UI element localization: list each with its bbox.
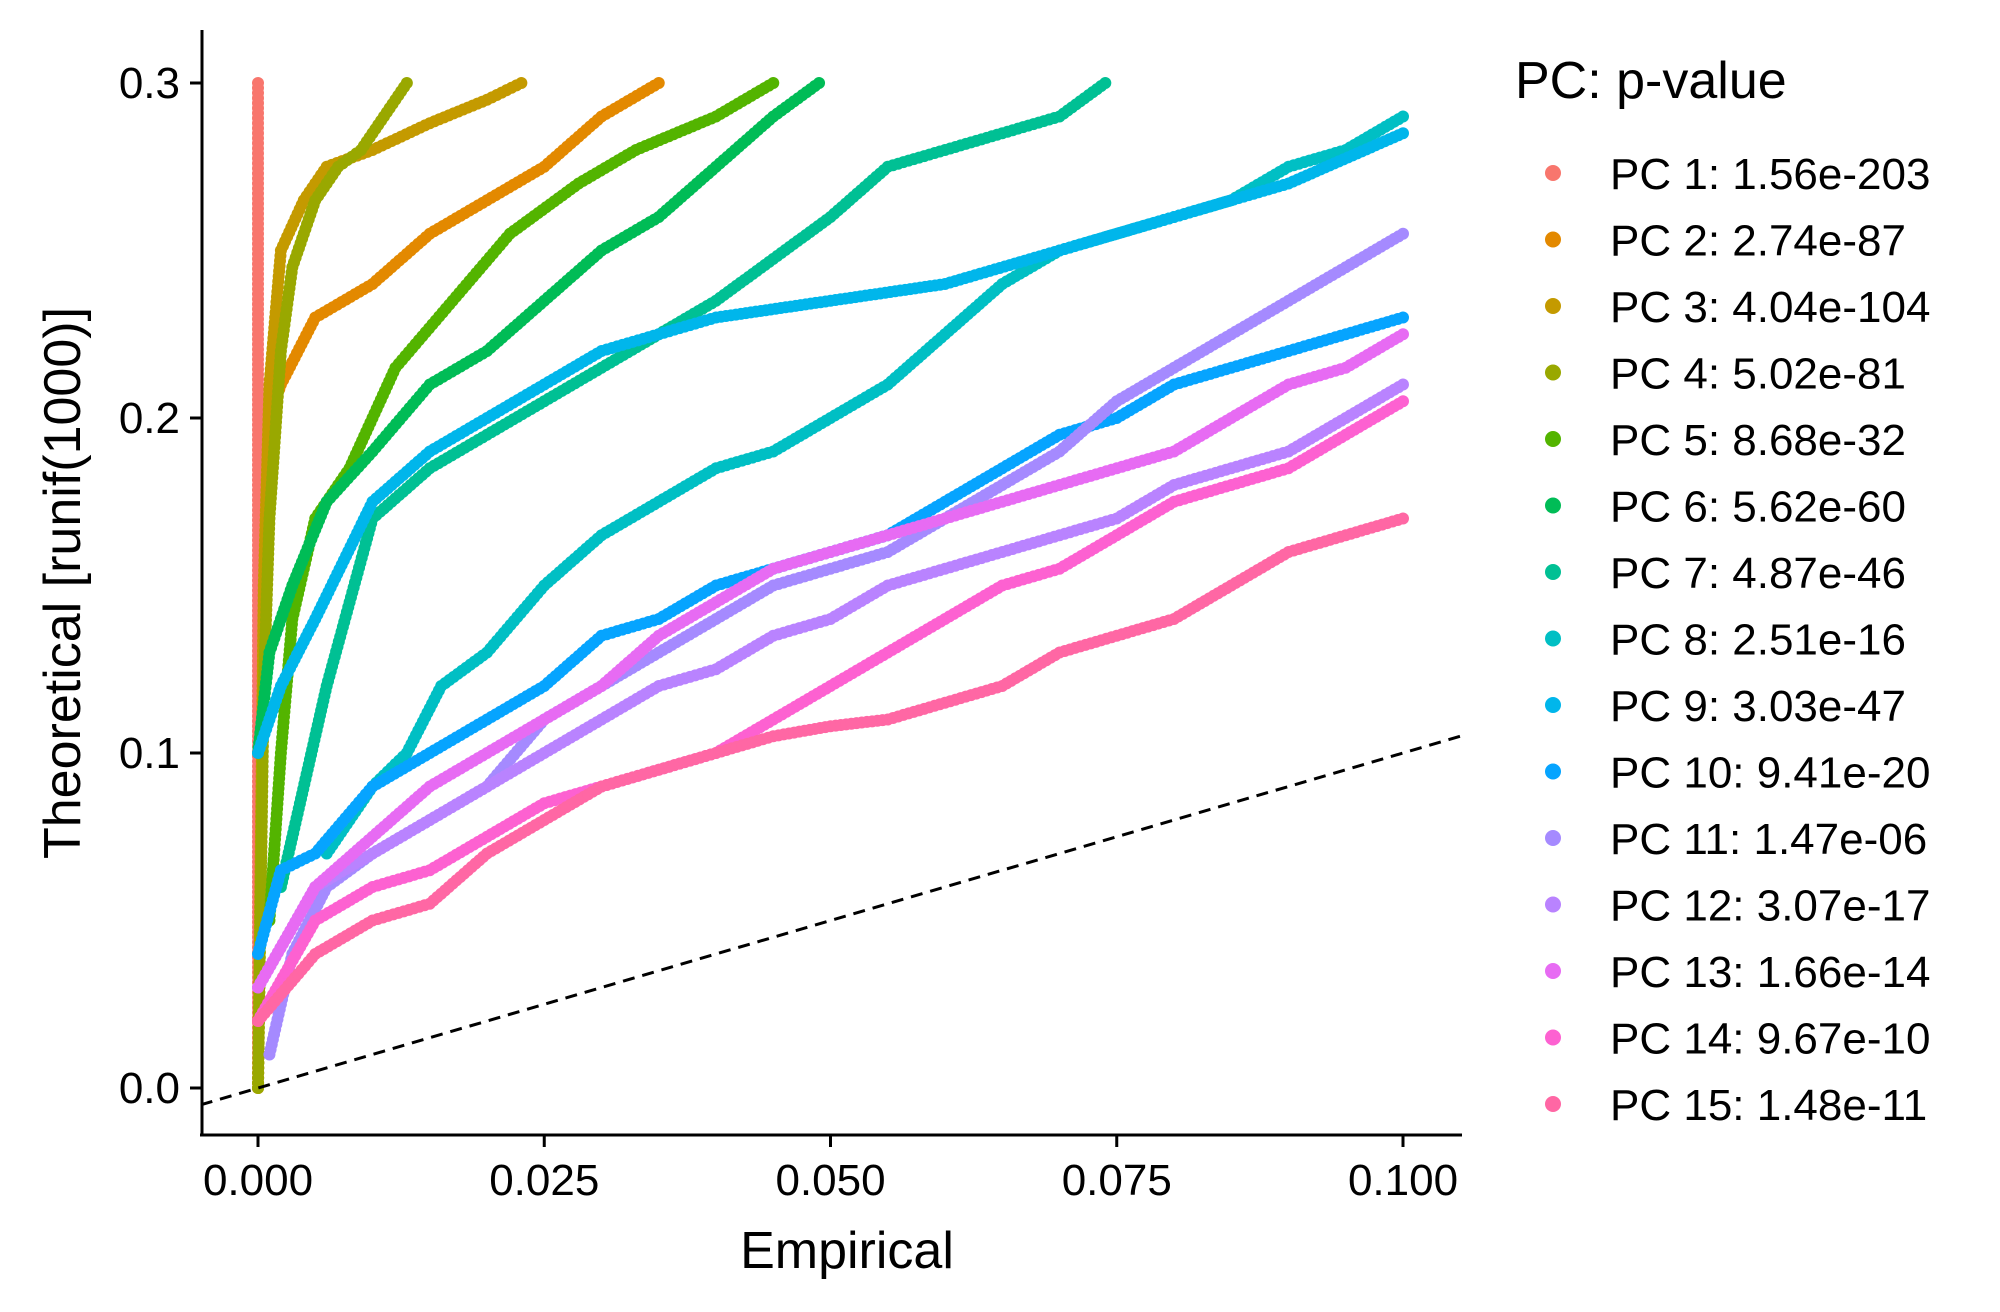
series-7-point <box>1099 77 1112 89</box>
legend-key-1 <box>1545 165 1561 181</box>
series-2-point <box>652 77 665 89</box>
series-13 <box>252 328 1409 994</box>
legend-label-3: PC 3: 4.04e-104 <box>1610 283 1930 332</box>
legend-key-6 <box>1545 497 1561 514</box>
x-axis-title: Empirical <box>740 1222 954 1280</box>
legend-key-15 <box>1545 1096 1561 1112</box>
legend-title: PC: p-value <box>1515 52 1787 110</box>
legend-key-13 <box>1545 963 1561 979</box>
legend-key-10 <box>1545 763 1561 780</box>
series-9 <box>252 127 1409 759</box>
series-3-point <box>515 77 528 89</box>
legend-key-9 <box>1545 697 1561 713</box>
series-9-point <box>1397 127 1409 140</box>
series-15 <box>252 512 1409 1027</box>
series-10 <box>252 311 1409 960</box>
series-11 <box>263 227 1409 1061</box>
y-axis-ticks: 0.0 0.1 0.2 0.3 <box>119 59 202 1113</box>
y-tick-label: 0.0 <box>119 1064 180 1113</box>
series-14-point <box>1397 395 1409 408</box>
legend-key-14 <box>1545 1029 1561 1046</box>
legend-label-12: PC 12: 3.07e-17 <box>1610 882 1930 931</box>
series-10-point <box>1397 311 1409 324</box>
legend-label-11: PC 11: 1.47e-06 <box>1610 815 1927 864</box>
legend: PC: p-value PC 1: 1.56e-203 PC 2: 2.74e-8… <box>1515 52 1930 1130</box>
legend-label-9: PC 9: 3.03e-47 <box>1610 682 1906 731</box>
legend-key-12 <box>1545 896 1561 913</box>
legend-key-7 <box>1545 564 1561 580</box>
x-tick-label: 0.100 <box>1348 1156 1458 1205</box>
x-tick-label: 0.000 <box>203 1156 313 1205</box>
legend-label-7: PC 7: 4.87e-46 <box>1610 549 1906 598</box>
series-8-point <box>1397 110 1409 123</box>
series-4-point <box>400 77 413 89</box>
legend-key-11 <box>1545 830 1561 846</box>
legend-label-4: PC 4: 5.02e-81 <box>1610 350 1906 399</box>
series-11-point <box>1397 227 1409 240</box>
legend-key-3 <box>1545 298 1561 314</box>
y-tick-label: 0.1 <box>119 729 180 778</box>
x-tick-label: 0.050 <box>775 1156 885 1205</box>
legend-key-8 <box>1545 630 1561 647</box>
legend-label-14: PC 14: 9.67e-10 <box>1610 1015 1930 1064</box>
legend-items: PC 1: 1.56e-203 PC 2: 2.74e-87 PC 3: 4.04e… <box>1545 150 1930 1130</box>
series-6-point <box>813 77 826 89</box>
y-tick-label: 0.2 <box>119 394 180 443</box>
series-13-point <box>1397 328 1409 341</box>
x-tick-label: 0.025 <box>489 1156 599 1205</box>
y-axis-title: Theoretical [runif(1000)] <box>34 307 92 859</box>
series-2 <box>252 77 665 1094</box>
legend-label-8: PC 8: 2.51e-16 <box>1610 616 1906 665</box>
series-12-point <box>1397 378 1409 391</box>
legend-key-4 <box>1545 364 1561 381</box>
legend-label-13: PC 13: 1.66e-14 <box>1610 948 1930 997</box>
legend-label-1: PC 1: 1.56e-203 <box>1610 150 1930 199</box>
series-15-point <box>1397 512 1409 525</box>
x-tick-label: 0.075 <box>1062 1156 1172 1205</box>
plot-panel <box>202 77 1461 1106</box>
series-6 <box>252 77 826 759</box>
legend-label-15: PC 15: 1.48e-11 <box>1610 1081 1927 1130</box>
points-layer <box>252 77 1409 1094</box>
series-5 <box>263 77 780 927</box>
legend-key-2 <box>1545 231 1561 248</box>
legend-label-5: PC 5: 8.68e-32 <box>1610 416 1906 465</box>
series-5-point <box>767 77 780 89</box>
legend-label-6: PC 6: 5.62e-60 <box>1610 483 1906 532</box>
y-tick-label: 0.3 <box>119 59 180 108</box>
legend-label-2: PC 2: 2.74e-87 <box>1610 217 1906 266</box>
series-1-point <box>252 77 264 89</box>
legend-label-10: PC 10: 9.41e-20 <box>1610 749 1930 798</box>
x-axis-ticks: 0.000 0.025 0.050 0.075 0.100 <box>203 1135 1458 1205</box>
legend-key-5 <box>1545 431 1561 447</box>
